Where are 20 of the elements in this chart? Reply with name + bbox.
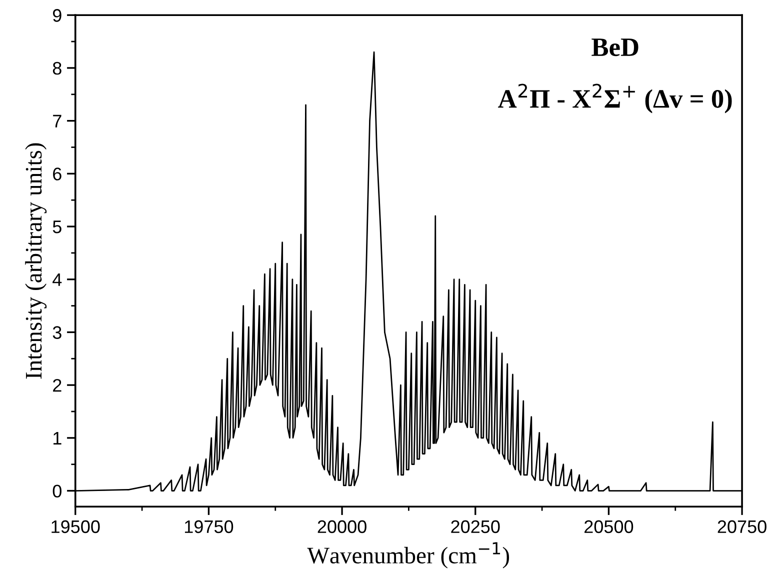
x-tick-label: 20750 — [718, 520, 766, 534]
y-tick-label: 5 — [52, 220, 62, 234]
y-tick-label: 0 — [52, 484, 62, 498]
x-tick-label: 19500 — [52, 520, 100, 534]
y-tick-label: 6 — [53, 168, 62, 180]
y-tick-label: 9 — [52, 9, 62, 22]
y-tick-label: 1 — [54, 432, 62, 444]
y-tick-label: 2 — [53, 379, 62, 392]
x-tick-label: 20250 — [451, 520, 500, 534]
x-axis-title: Wavenumber (cm$^{−1}$) — [307, 542, 510, 568]
x-tick-label: 19750 — [184, 520, 234, 534]
x-tick-label: 20000 — [318, 520, 366, 534]
y-tick-label: 4 — [52, 273, 62, 286]
y-axis-title: Intensity (arbitrary units) — [25, 143, 47, 379]
y-tick-label: 3 — [52, 326, 62, 339]
annotation: A$^{2}$Π - X$^{2}$Σ$^{+}$ (Δv = 0) — [498, 84, 732, 114]
y-tick-label: 7 — [53, 114, 62, 128]
y-tick-label: 8 — [52, 62, 62, 75]
x-tick-label: 20500 — [584, 520, 634, 534]
annotation: BeD — [592, 38, 638, 56]
